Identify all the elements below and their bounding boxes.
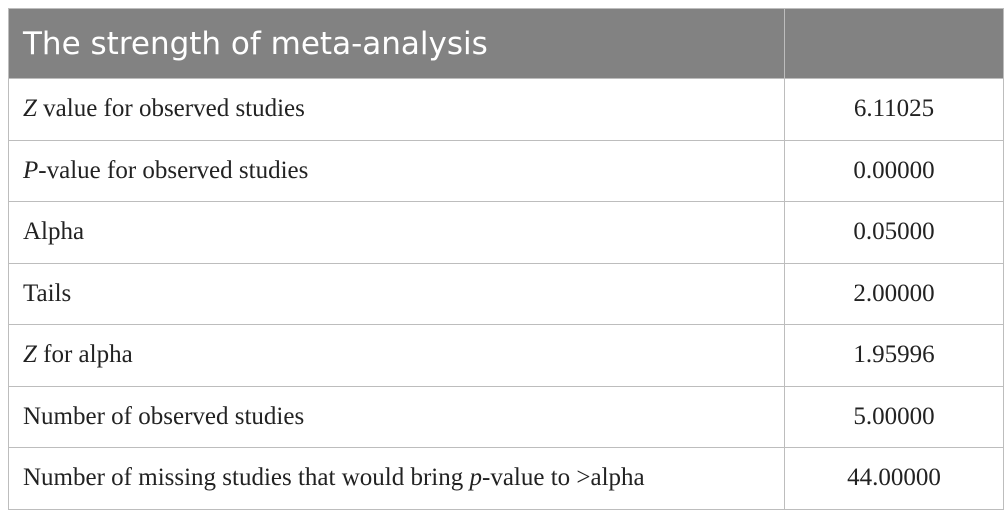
label-part: Z xyxy=(23,95,37,123)
row-value: 6.11025 xyxy=(784,78,1004,141)
table-body: Z value for observed studies 6.11025 P-val… xyxy=(8,78,1004,510)
row-label: Alpha xyxy=(8,201,785,264)
label-part: Z xyxy=(23,341,37,369)
label-part: Tails xyxy=(23,279,72,307)
label-part: value for observed studies xyxy=(36,95,305,123)
row-value: 5.00000 xyxy=(784,385,1004,448)
row-label: Tails xyxy=(8,262,785,325)
table-row: Z for alpha 1.95996 xyxy=(8,324,1004,387)
table-row: P-value for observed studies 0.00000 xyxy=(8,139,1004,202)
label-part: for alpha xyxy=(36,341,133,369)
label-part: -value for observed studies xyxy=(38,156,309,184)
label-part: -value to >alpha xyxy=(482,464,645,492)
header-row: The strength of meta-analysis xyxy=(8,8,1004,79)
header-cell xyxy=(784,8,1004,79)
row-value: 1.95996 xyxy=(784,324,1004,387)
table-title: The strength of meta-analysis xyxy=(8,8,785,79)
label-part: Alpha xyxy=(23,218,85,246)
table-row: Number of observed studies 5.00000 xyxy=(8,385,1004,448)
row-label: P-value for observed studies xyxy=(8,139,785,202)
data-table: The strength of meta-analysis Z value fo… xyxy=(8,8,1004,510)
row-value: 2.00000 xyxy=(784,262,1004,325)
table-row: Alpha 0.05000 xyxy=(8,201,1004,264)
table-row: Tails 2.00000 xyxy=(8,262,1004,325)
label-part: Number of missing studies that would bri… xyxy=(23,464,470,492)
row-label: Number of observed studies xyxy=(8,385,785,448)
table-row: Z value for observed studies 6.11025 xyxy=(8,78,1004,141)
row-value: 44.00000 xyxy=(784,447,1004,510)
row-label: Z value for observed studies xyxy=(8,78,785,141)
row-value: 0.00000 xyxy=(784,139,1004,202)
row-label: Number of missing studies that would bri… xyxy=(8,447,785,510)
row-label: Z for alpha xyxy=(8,324,785,387)
label-part: P xyxy=(23,156,39,184)
label-part: Number of observed studies xyxy=(23,402,305,430)
table-row: Number of missing studies that would bri… xyxy=(8,447,1004,510)
label-part: p xyxy=(469,464,483,492)
row-value: 0.05000 xyxy=(784,201,1004,264)
